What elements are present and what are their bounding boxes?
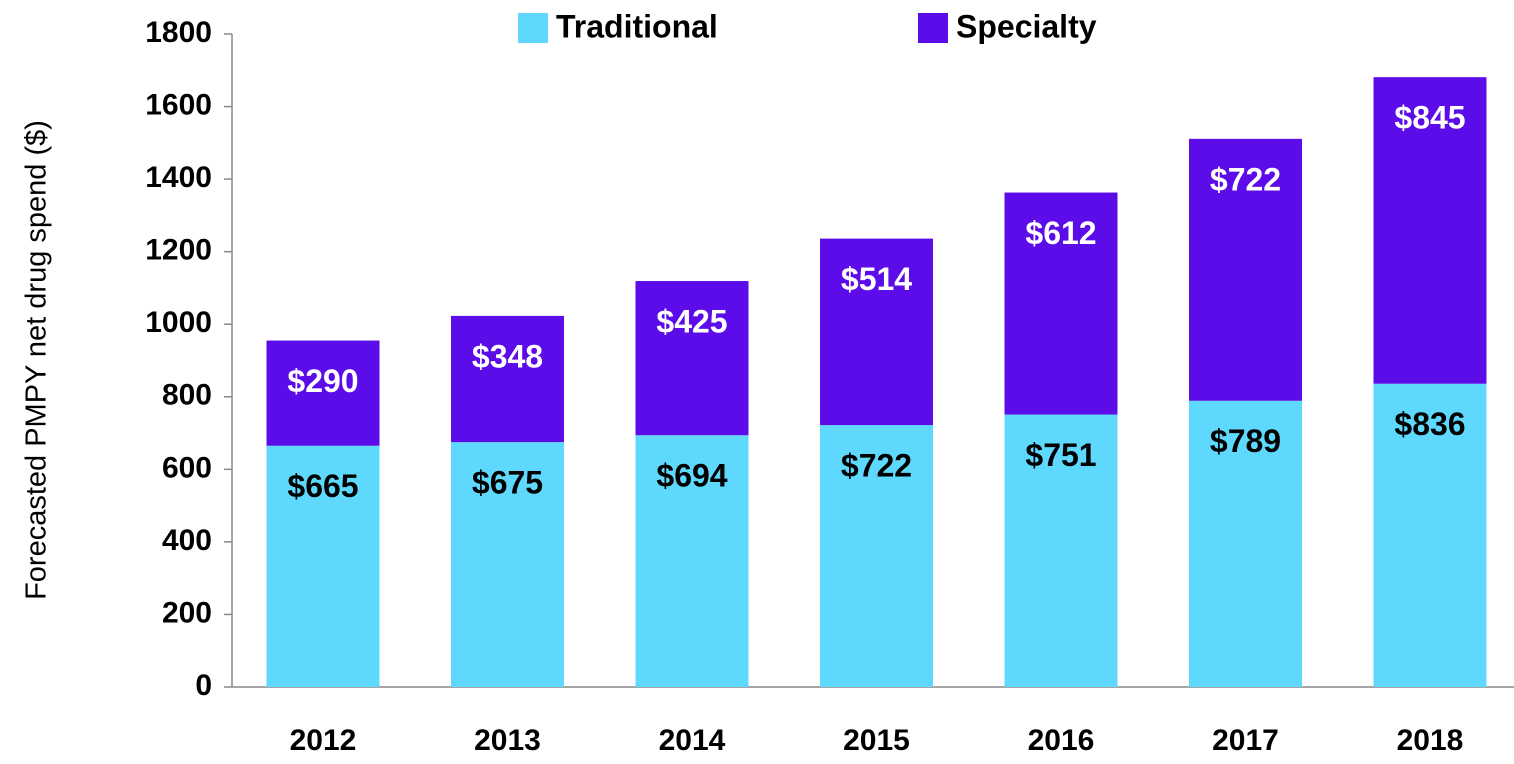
x-tick-label: 2015 [843, 724, 910, 757]
y-axis-label: Forecasted PMPY net drug spend ($) [21, 120, 53, 600]
data-label: $348 [472, 338, 543, 374]
legend-swatch [918, 13, 948, 43]
y-tick-label: 600 [162, 451, 212, 484]
bar-segment [266, 445, 380, 687]
data-label: $612 [1025, 215, 1096, 251]
x-tick-label: 2013 [474, 724, 541, 757]
x-tick-label: 2018 [1397, 724, 1464, 757]
x-tick-label: 2014 [659, 724, 726, 757]
bar-segment [451, 442, 564, 687]
legend-label: Traditional [556, 8, 718, 44]
bar-segment [1189, 400, 1302, 687]
data-label: $722 [841, 448, 912, 484]
data-label: $751 [1025, 437, 1096, 473]
data-label: $789 [1210, 423, 1281, 459]
x-tick-label: 2012 [290, 724, 357, 757]
y-tick-label: 800 [162, 379, 212, 412]
bar-segment [820, 238, 933, 426]
bar-segment [635, 435, 749, 687]
bar-segment [266, 340, 380, 446]
y-tick-label: 1200 [145, 234, 212, 267]
y-tick-label: 400 [162, 524, 212, 557]
bar-segment [1004, 414, 1118, 687]
y-tick-label: 0 [195, 669, 212, 702]
data-label: $845 [1394, 100, 1465, 136]
data-label: $836 [1394, 406, 1465, 442]
y-tick-label: 1600 [145, 88, 212, 121]
x-tick-label: 2017 [1212, 724, 1279, 757]
legend-swatch [518, 13, 548, 43]
bar-segment [1373, 383, 1487, 687]
bar-segment [1004, 192, 1118, 415]
bar-segment [820, 425, 933, 687]
y-tick-label: 200 [162, 596, 212, 629]
data-label: $425 [656, 304, 727, 340]
data-label: $675 [472, 465, 543, 501]
legend-label: Specialty [956, 8, 1097, 44]
bar-segment [451, 315, 564, 443]
data-label: $694 [656, 458, 727, 494]
data-label: $514 [841, 261, 912, 297]
y-tick-label: 1800 [145, 16, 212, 49]
data-label: $290 [287, 363, 358, 399]
data-label: $722 [1210, 161, 1281, 197]
bar-segment [635, 281, 749, 436]
data-label: $665 [287, 468, 358, 504]
x-tick-label: 2016 [1028, 724, 1095, 757]
bar-segment [1373, 77, 1487, 384]
y-tick-label: 1400 [145, 161, 212, 194]
y-tick-label: 1000 [145, 306, 212, 339]
bar-segment [1189, 138, 1302, 401]
